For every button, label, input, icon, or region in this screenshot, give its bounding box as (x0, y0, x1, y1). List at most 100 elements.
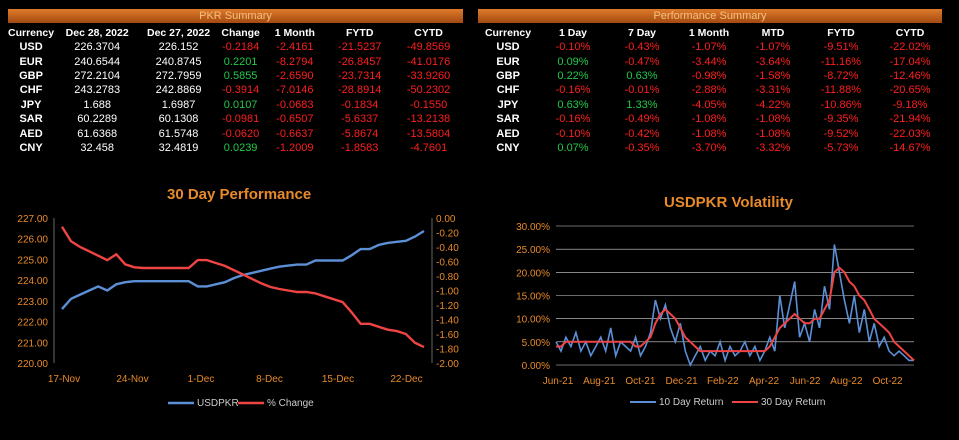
table-cell: -50.2302 (406, 84, 451, 97)
pkr_summary-col-2: Dec 27, 2022 (147, 27, 211, 39)
table-cell: -1.08% (755, 113, 791, 126)
table-cell: 0.5855 (223, 69, 258, 82)
table-cell: -3.44% (691, 55, 727, 68)
y-left-tick-label: 224.00 (17, 276, 48, 287)
table-cell: -0.42% (624, 127, 660, 140)
table-cell: 242.8869 (155, 84, 202, 97)
currency-code: JPY (497, 98, 519, 111)
y-left-tick-label: 223.00 (17, 297, 48, 308)
table-cell: -0.3914 (221, 84, 260, 97)
performance_summary-col-2: 7 Day (627, 27, 657, 39)
x-tick-label: Feb-22 (707, 376, 739, 387)
table-cell: -5.73% (823, 141, 859, 154)
pkr-summary-title: PKR Summary (8, 9, 463, 23)
performance-summary-title: Performance Summary (478, 9, 942, 23)
currency-code: SAR (496, 113, 520, 126)
performance_summary-col-5: FYTD (827, 27, 855, 39)
table-cell: -0.16% (555, 84, 591, 97)
table-cell: -3.32% (755, 141, 791, 154)
table-cell: -0.10% (555, 127, 591, 140)
y-right-tick-label: -1.00 (436, 287, 459, 298)
table-cell: -0.43% (624, 41, 660, 54)
y-left-tick-label: 226.00 (17, 235, 48, 246)
y-right-tick-label: -2.00 (436, 359, 459, 370)
table-cell: -0.16% (555, 113, 591, 126)
table-cell: -9.35% (823, 113, 859, 126)
table-cell: -13.2138 (406, 113, 451, 126)
table-row: CNY 0.07% -0.35% -3.70% -3.32% -5.73% -14.67% (478, 141, 942, 155)
y-right-tick-label: -1.60 (436, 330, 459, 341)
table-cell: -4.22% (755, 98, 791, 111)
series-line-1 (556, 266, 915, 362)
x-tick-label: 1-Dec (188, 374, 215, 385)
y-tick-label: 20.00% (516, 268, 550, 279)
table-cell: -20.65% (889, 84, 931, 97)
table-cell: -1.07% (755, 41, 791, 54)
table-cell: -9.52% (823, 127, 859, 140)
table-cell: -9.18% (892, 98, 928, 111)
x-tick-label: Aug-21 (583, 376, 616, 387)
table-cell: -3.64% (755, 55, 791, 68)
performance_summary-col-6: CYTD (895, 27, 925, 39)
table-row: CHF 243.2783 242.8869 -0.3914 -7.0146 -28.891… (8, 83, 463, 97)
table-cell: -4.7601 (409, 141, 448, 154)
table-cell: -2.4161 (276, 41, 314, 54)
performance_summary-col-1: 1 Day (558, 27, 588, 39)
table-cell: -17.04% (889, 55, 931, 68)
currency-code: CHF (496, 84, 520, 97)
table-cell: 272.7959 (155, 69, 202, 82)
currency-code: EUR (496, 55, 520, 68)
table-row: SAR 60.2289 60.1308 -0.0981 -0.6507 -5.6337 -1… (8, 112, 463, 126)
table-cell: -2.88% (691, 84, 727, 97)
table-cell: 226.152 (158, 41, 199, 54)
currency-code: CHF (19, 84, 43, 97)
table-cell: -41.0176 (406, 55, 451, 68)
table-cell: -0.6507 (276, 113, 314, 126)
perf-chart: 227.00 226.00 225.00 224.00 223.00 222.00 221.… (17, 214, 459, 409)
performance-summary-table: Currency 1 Day 7 Day 1 Month MTD FYTD CYTD USD… (478, 26, 942, 155)
legend-label: 10 Day Return (659, 397, 723, 408)
table-cell: 0.0239 (223, 141, 258, 154)
table-cell: 240.6544 (74, 55, 121, 68)
currency-code: SAR (19, 113, 43, 126)
currency-code: GBP (19, 69, 43, 82)
currency-code: GBP (496, 69, 520, 82)
table-cell: -1.8583 (341, 141, 379, 154)
table-cell: -0.1834 (341, 98, 379, 111)
y-right-tick-label: -0.60 (436, 258, 459, 269)
table-cell: 243.2783 (74, 84, 121, 97)
table-cell: -0.1550 (409, 98, 448, 111)
x-tick-label: 24-Nov (116, 374, 148, 385)
table-row: SAR -0.16% -0.49% -1.08% -1.08% -9.35% -21.94% (478, 112, 942, 126)
y-tick-label: 10.00% (516, 315, 550, 326)
currency-code: JPY (20, 98, 42, 111)
table-cell: -3.70% (691, 141, 727, 154)
currency-code: AED (496, 127, 520, 140)
x-tick-label: Jun-21 (543, 376, 574, 387)
table-cell: -0.47% (624, 55, 660, 68)
summary-panel: PKR Summary Performance Summary Currency… (8, 9, 942, 175)
performance_summary-col-4: MTD (761, 27, 785, 39)
table-cell: -23.7314 (338, 69, 382, 82)
table-cell: -11.16% (820, 55, 862, 68)
table-cell: -1.2009 (276, 141, 314, 154)
currency-code: EUR (19, 55, 43, 68)
table-cell: -8.2794 (276, 55, 314, 68)
table-cell: -0.2184 (221, 41, 260, 54)
x-tick-label: Apr-22 (749, 376, 779, 387)
table-row: AED -0.10% -0.42% -1.08% -1.08% -9.52% -22.03% (478, 126, 942, 140)
table-cell: -0.49% (624, 113, 660, 126)
table-cell: 1.6987 (161, 98, 196, 111)
x-tick-label: Dec-21 (665, 376, 698, 387)
table-cell: -21.94% (889, 113, 931, 126)
table-cell: -7.0146 (276, 84, 314, 97)
pkr_summary-col-0: Currency (8, 27, 55, 39)
x-tick-label: Oct-21 (625, 376, 655, 387)
table-cell: 240.8745 (155, 55, 202, 68)
table-cell: 226.3704 (74, 41, 121, 54)
table-cell: -13.5804 (406, 127, 451, 140)
table-cell: -11.88% (820, 84, 862, 97)
table-cell: -0.35% (624, 141, 660, 154)
table-cell: -28.8914 (338, 84, 382, 97)
y-tick-label: 0.00% (522, 361, 550, 372)
